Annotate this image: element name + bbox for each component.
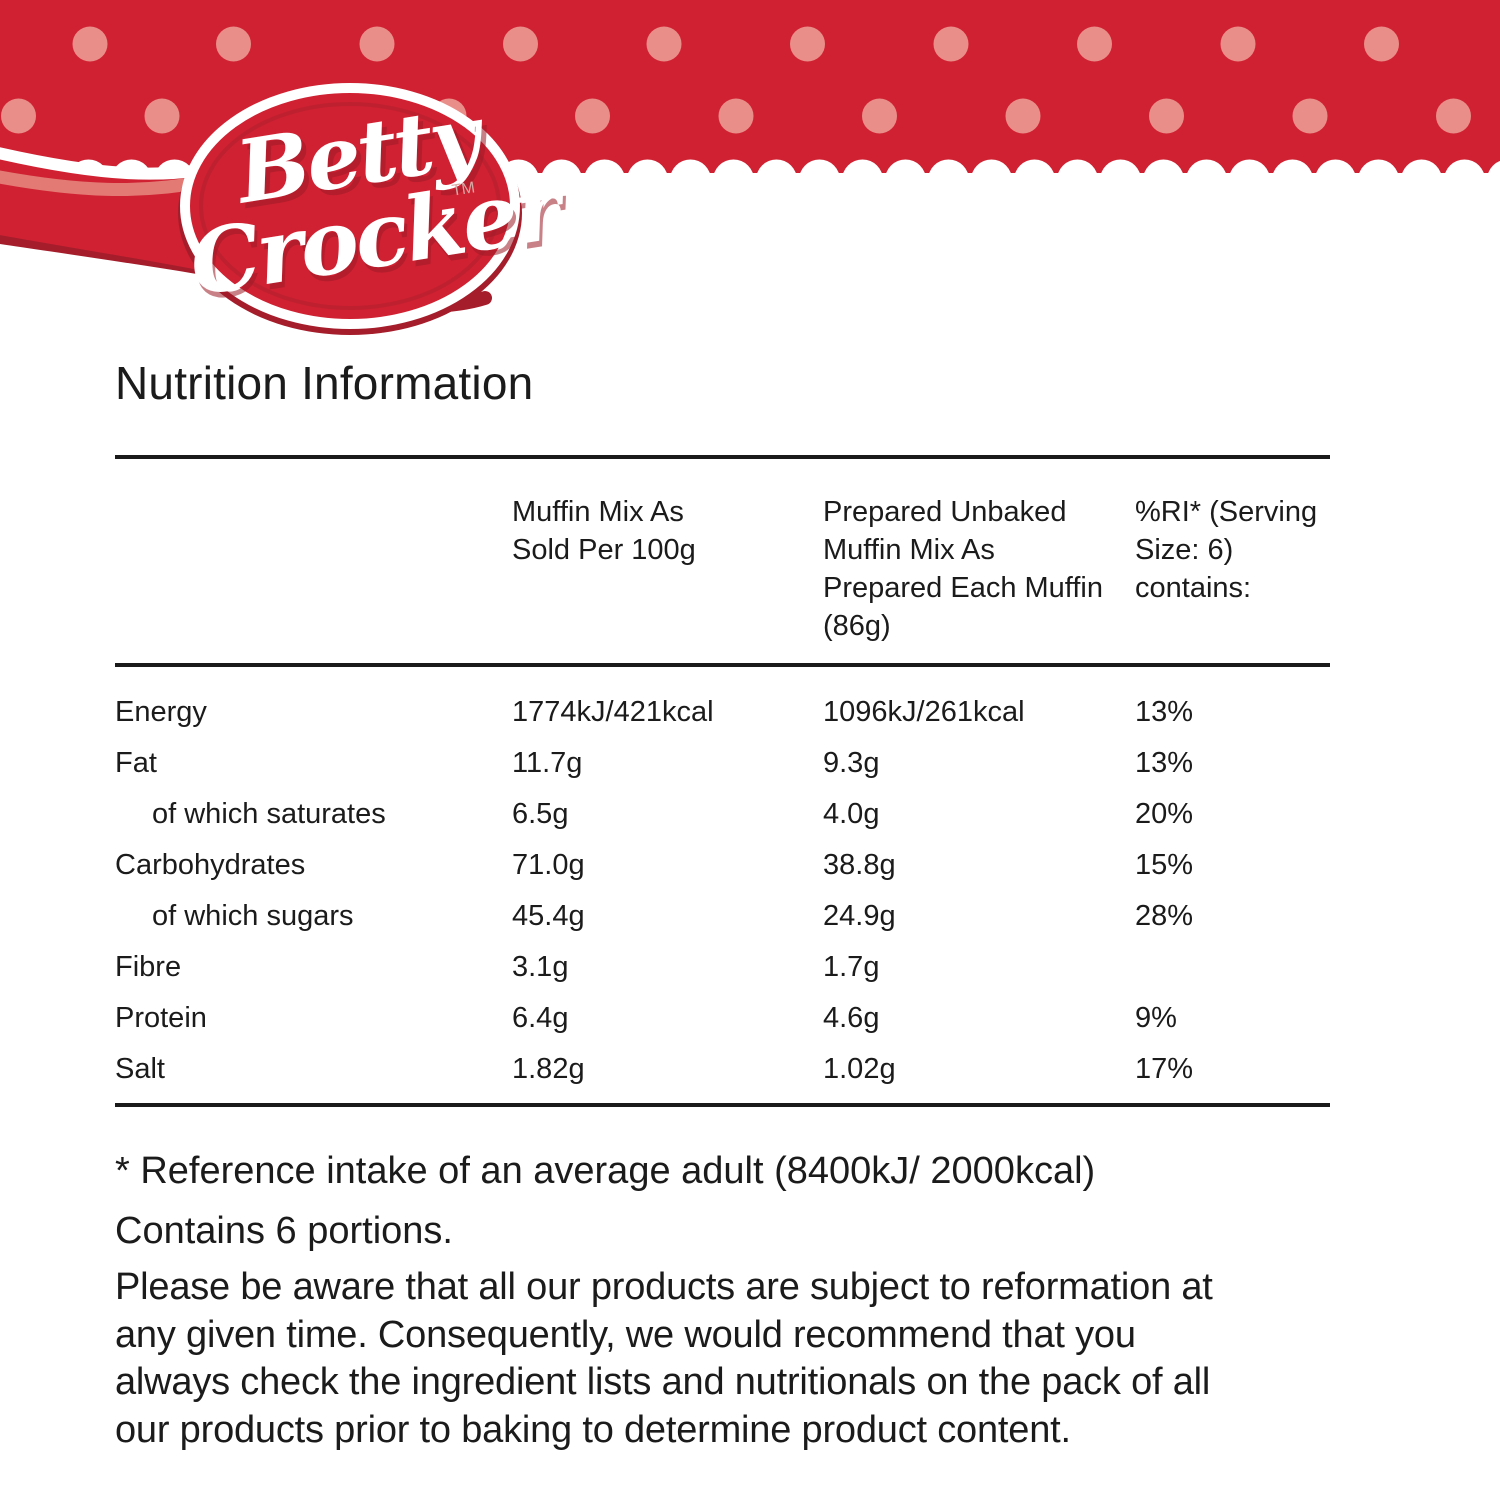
- table-header-row: Muffin Mix As Sold Per 100g Prepared Unb…: [115, 459, 1330, 667]
- value-ri-percent: 13%: [1135, 747, 1194, 779]
- value-ri-percent: 28%: [1135, 900, 1194, 932]
- disclaimer-paragraph: Please be aware that all our products ar…: [115, 1264, 1415, 1454]
- table-row: Protein 6.4g 4.6g 9%: [115, 993, 1330, 1044]
- column-header-ri: %RI* (Serving Size: 6) contains:: [1135, 496, 1318, 604]
- row-label: Fibre: [115, 951, 182, 983]
- value-as-sold: 3.1g: [512, 951, 569, 983]
- value-ri-percent: 13%: [1135, 696, 1194, 728]
- table-body: Energy 1774kJ/421kcal 1096kJ/261kcal 13%…: [115, 667, 1330, 1103]
- betty-crocker-logo: Betty Crocker Betty TM Crocker: [0, 82, 577, 335]
- value-prepared: 4.0g: [823, 798, 880, 830]
- row-label: Salt: [115, 1053, 165, 1085]
- value-as-sold: 1774kJ/421kcal: [512, 696, 714, 728]
- value-prepared: 1.7g: [823, 951, 880, 983]
- table-row: Salt 1.82g 1.02g 17%: [115, 1044, 1330, 1095]
- column-header-prepared: Prepared Unbaked Muffin Mix As Prepared …: [823, 496, 1103, 642]
- value-ri-percent: 20%: [1135, 798, 1194, 830]
- disclaimer-line: always check the ingredient lists and nu…: [115, 1361, 1211, 1403]
- spoon-bowl-rim: [199, 102, 501, 310]
- row-label: Fat: [115, 747, 157, 779]
- portions-note: Contains 6 portions.: [115, 1210, 453, 1252]
- spoon-bowl: [180, 83, 520, 329]
- value-ri-percent: 17%: [1135, 1053, 1194, 1085]
- value-prepared: 38.8g: [823, 849, 896, 881]
- value-as-sold: 1.82g: [512, 1053, 585, 1085]
- column-header-as-sold: Muffin Mix As Sold Per 100g: [512, 496, 696, 566]
- value-as-sold: 71.0g: [512, 849, 585, 881]
- value-prepared: 1096kJ/261kcal: [823, 696, 1025, 728]
- disclaimer-line: Please be aware that all our products ar…: [115, 1266, 1213, 1308]
- value-as-sold: 6.4g: [512, 1002, 569, 1034]
- row-label: Carbohydrates: [115, 849, 306, 881]
- value-as-sold: 45.4g: [512, 900, 585, 932]
- table-row: of which saturates 6.5g 4.0g 20%: [115, 789, 1330, 840]
- table-row: Fibre 3.1g 1.7g: [115, 942, 1330, 993]
- value-prepared: 4.6g: [823, 1002, 880, 1034]
- disclaimer-line: any given time. Consequently, we would r…: [115, 1313, 1136, 1356]
- row-label: Energy: [115, 696, 207, 728]
- reference-intake-note: * Reference intake of an average adult (…: [115, 1150, 1096, 1192]
- value-ri-percent: 9%: [1135, 1002, 1177, 1034]
- table-row: Fat 11.7g 9.3g 13%: [115, 738, 1330, 789]
- value-prepared: 24.9g: [823, 900, 896, 932]
- trademark-symbol: TM: [451, 179, 476, 199]
- logo-wordmark: Betty Crocker Betty TM Crocker: [183, 85, 577, 322]
- value-prepared: 1.02g: [823, 1053, 896, 1085]
- row-label: of which sugars: [152, 900, 354, 932]
- page-title: Nutrition Information: [115, 357, 534, 409]
- value-as-sold: 11.7g: [512, 747, 583, 779]
- table-row: of which sugars 45.4g 24.9g 28%: [115, 891, 1330, 942]
- header-banner: Betty Crocker Betty TM Crocker: [0, 0, 1500, 335]
- disclaimer-line: our products prior to baking to determin…: [115, 1408, 1071, 1451]
- value-prepared: 9.3g: [823, 747, 880, 779]
- nutrition-table: Muffin Mix As Sold Per 100g Prepared Unb…: [115, 455, 1330, 1107]
- column-header-blank: [115, 493, 512, 663]
- row-label: Protein: [115, 1002, 207, 1034]
- value-as-sold: 6.5g: [512, 798, 569, 830]
- row-label: of which saturates: [152, 798, 386, 830]
- value-ri-percent: 15%: [1135, 849, 1194, 881]
- table-row: Energy 1774kJ/421kcal 1096kJ/261kcal 13%: [115, 687, 1330, 738]
- table-row: Carbohydrates 71.0g 38.8g 15%: [115, 840, 1330, 891]
